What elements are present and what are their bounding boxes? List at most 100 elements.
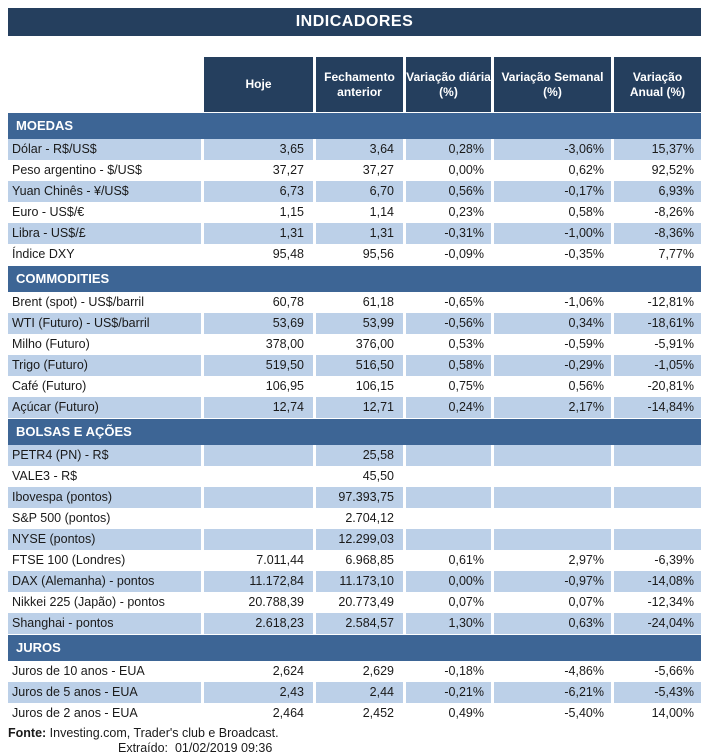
hoje-value: [204, 466, 313, 487]
hoje-value: 1,15: [204, 202, 313, 223]
variacao-semanal-value: [494, 466, 611, 487]
variacao-semanal-value: 0,58%: [494, 202, 611, 223]
variacao-diaria-text: 0,23%: [448, 205, 484, 219]
fechamento-anterior-value: 1,14: [316, 202, 403, 223]
hoje-value: 95,48: [204, 244, 313, 265]
variacao-diaria-text: -0,18%: [444, 664, 484, 678]
table-row: NYSE (pontos) 12.299,03: [8, 529, 701, 550]
fechamento-anterior-value: 2.704,12: [316, 508, 403, 529]
row-label: Juros de 5 anos - EUA: [8, 682, 201, 703]
column-header-variacao-semanal: Variação Semanal (%): [494, 57, 611, 112]
hoje-value: 60,78: [204, 292, 313, 313]
row-label: PETR4 (PN) - R$: [8, 445, 201, 466]
column-header-label: (%): [543, 84, 562, 99]
variacao-diaria-text: 0,00%: [448, 574, 484, 588]
variacao-anual-value: -6,39%: [614, 550, 701, 571]
table-row: Peso argentino - $/US$ 37,27 37,27 0,00% 0,6…: [8, 160, 701, 181]
variacao-diaria-value: 0,75%: [406, 376, 491, 397]
variacao-semanal-value: 0,34%: [494, 313, 611, 334]
variacao-diaria-value: 0,28%: [406, 139, 491, 160]
row-label: Açúcar (Futuro): [8, 397, 201, 418]
variacao-diaria-value: 0,49%: [406, 703, 491, 724]
table-row: FTSE 100 (Londres) 7.011,44 6.968,85 0,61% 2…: [8, 550, 701, 571]
hoje-value: 3,65: [204, 139, 313, 160]
fechamento-anterior-value: 106,15: [316, 376, 403, 397]
extracted-label: Extraído:: [118, 741, 169, 755]
row-label: Dólar - R$/US$: [8, 139, 201, 160]
variacao-semanal-value: -1,00%: [494, 223, 611, 244]
column-header-label: Anual (%): [629, 84, 686, 99]
variacao-diaria-value: 0,00%: [406, 160, 491, 181]
column-header-hoje: Hoje: [204, 57, 313, 112]
column-header-label: (%): [439, 84, 458, 99]
row-label: Café (Futuro): [8, 376, 201, 397]
row-label: Brent (spot) - US$/barril: [8, 292, 201, 313]
fechamento-anterior-value: 6,70: [316, 181, 403, 202]
column-header-label: anterior: [337, 84, 382, 99]
column-header-variacao-diaria: Variação diária (%): [406, 57, 491, 112]
section-header: JUROS: [8, 635, 701, 661]
row-label: Peso argentino - $/US$: [8, 160, 201, 181]
variacao-semanal-value: 2,17%: [494, 397, 611, 418]
source-text: Investing.com, Trader's club e Broadcast…: [46, 726, 279, 740]
variacao-diaria-text: 0,49%: [448, 706, 484, 720]
variacao-anual-value: -24,04%: [614, 613, 701, 634]
variacao-diaria-value: [406, 508, 491, 529]
table-row: DAX (Alemanha) - pontos 11.172,84 11.173,1…: [8, 571, 701, 592]
table-row: S&P 500 (pontos) 2.704,12: [8, 508, 701, 529]
fechamento-anterior-value: 2,452: [316, 703, 403, 724]
variacao-anual-value: -5,91%: [614, 334, 701, 355]
variacao-diaria-value: 0,56%: [406, 181, 491, 202]
variacao-semanal-value: -0,59%: [494, 334, 611, 355]
fechamento-anterior-value: 25,58: [316, 445, 403, 466]
row-label: S&P 500 (pontos): [8, 508, 201, 529]
up-arrow-icon: [407, 615, 422, 632]
variacao-anual-value: -12,81%: [614, 292, 701, 313]
variacao-diaria-value: -0,18%: [406, 661, 491, 682]
variacao-diaria-text: 0,24%: [448, 400, 484, 414]
variacao-semanal-value: -6,21%: [494, 682, 611, 703]
fechamento-anterior-value: 12,71: [316, 397, 403, 418]
table-row: Juros de 10 anos - EUA 2,624 2,629 -0,18% -4…: [8, 661, 701, 682]
variacao-diaria-value: -0,56%: [406, 313, 491, 334]
section-header: MOEDAS: [8, 113, 701, 139]
fechamento-anterior-value: 2,629: [316, 661, 403, 682]
variacao-anual-value: -5,43%: [614, 682, 701, 703]
hoje-value: 2.618,23: [204, 613, 313, 634]
variacao-diaria-text: 0,07%: [448, 595, 484, 609]
row-label: Euro - US$/€: [8, 202, 201, 223]
fechamento-anterior-value: 95,56: [316, 244, 403, 265]
fechamento-anterior-value: 45,50: [316, 466, 403, 487]
row-label: Juros de 10 anos - EUA: [8, 661, 201, 682]
row-label: WTI (Futuro) - US$/barril: [8, 313, 201, 334]
column-header-row: Hoje Fechamento anterior Variação diária…: [8, 57, 701, 112]
variacao-diaria-text: 0,28%: [448, 142, 484, 156]
variacao-diaria-text: 0,61%: [448, 553, 484, 567]
variacao-diaria-value: 0,07%: [406, 592, 491, 613]
variacao-anual-value: [614, 445, 701, 466]
variacao-diaria-value: 1,30%: [406, 613, 491, 634]
variacao-diaria-text: 0,53%: [448, 337, 484, 351]
hoje-value: [204, 529, 313, 550]
variacao-diaria-value: [406, 445, 491, 466]
hoje-value: 6,73: [204, 181, 313, 202]
footer: Fonte: Investing.com, Trader's club e Br…: [8, 726, 701, 756]
table-row: Milho (Futuro) 378,00 376,00 0,53% -0,59% -5,…: [8, 334, 701, 355]
row-label: Yuan Chinês - ¥/US$: [8, 181, 201, 202]
page-title: INDICADORES: [8, 8, 701, 36]
variacao-anual-value: -14,84%: [614, 397, 701, 418]
table-row: Café (Futuro) 106,95 106,15 0,75% 0,56% -20,8…: [8, 376, 701, 397]
variacao-semanal-value: [494, 529, 611, 550]
variacao-diaria-text: 0,56%: [448, 184, 484, 198]
fechamento-anterior-value: 376,00: [316, 334, 403, 355]
variacao-diaria-text: 1,30%: [448, 616, 484, 630]
down-arrow-icon: [407, 663, 422, 680]
hoje-value: 2,43: [204, 682, 313, 703]
variacao-anual-value: -1,05%: [614, 355, 701, 376]
table-row: Libra - US$/£ 1,31 1,31 -0,31% -1,00% -8,36%: [8, 223, 701, 244]
source-label: Fonte:: [8, 726, 47, 740]
up-arrow-icon: [407, 594, 422, 611]
hoje-value: 519,50: [204, 355, 313, 376]
row-label: Libra - US$/£: [8, 223, 201, 244]
